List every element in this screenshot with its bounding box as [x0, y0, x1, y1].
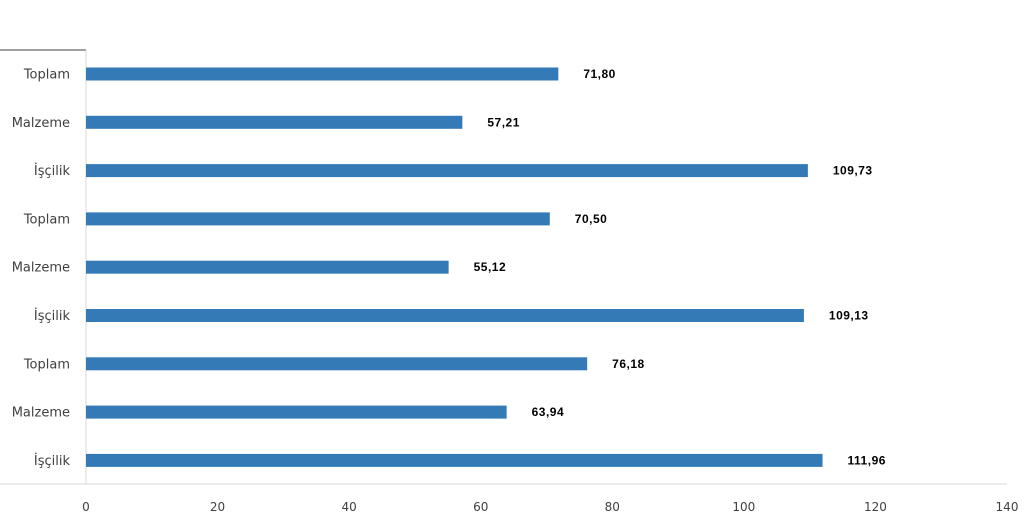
bar — [86, 260, 449, 274]
bar — [86, 357, 588, 371]
bar — [86, 453, 823, 467]
value-label: 63,94 — [532, 405, 565, 419]
value-label: 55,12 — [474, 260, 507, 274]
x-tick-label: 140 — [996, 500, 1019, 514]
value-label: 70,50 — [575, 212, 608, 226]
value-label: 111,96 — [848, 453, 886, 467]
category-label: İşçilik — [34, 163, 71, 179]
category-label: Malzeme — [12, 406, 70, 421]
x-tick-label: 40 — [342, 500, 357, 514]
x-tick-label: 20 — [210, 500, 225, 514]
x-tick-label: 120 — [864, 500, 887, 514]
bar — [86, 405, 507, 419]
category-label: Malzeme — [12, 261, 70, 276]
value-label: 71,80 — [583, 67, 616, 81]
category-label: Toplam — [23, 212, 70, 227]
category-label: İşçilik — [34, 308, 71, 324]
value-label: 57,21 — [487, 115, 520, 129]
x-tick-labels: 0 20 40 60 80 100 120 140 — [82, 500, 1018, 514]
value-label: 109,73 — [833, 164, 873, 178]
category-label: Malzeme — [12, 116, 70, 131]
category-label: Toplam — [23, 357, 70, 372]
category-label: Toplam — [23, 68, 70, 83]
x-tick-label: 60 — [473, 500, 488, 514]
value-label: 76,18 — [612, 357, 645, 371]
category-labels: Toplam Malzeme İşçilik Toplam Malzeme İşçilik… — [12, 68, 71, 469]
x-tick-label: 0 — [82, 500, 90, 514]
value-labels: 71,80 57,21 109,73 70,50 55,12 109,13 76,18 63,… — [474, 67, 886, 467]
bar — [86, 212, 550, 226]
bar — [86, 115, 463, 129]
x-tick-label: 80 — [605, 500, 620, 514]
bar — [86, 309, 804, 322]
bar — [86, 164, 808, 178]
value-label: 109,13 — [829, 309, 869, 323]
bar — [86, 67, 559, 81]
chart-bars — [86, 67, 823, 467]
x-tick-label: 100 — [732, 500, 755, 514]
category-label: İşçilik — [34, 453, 71, 469]
